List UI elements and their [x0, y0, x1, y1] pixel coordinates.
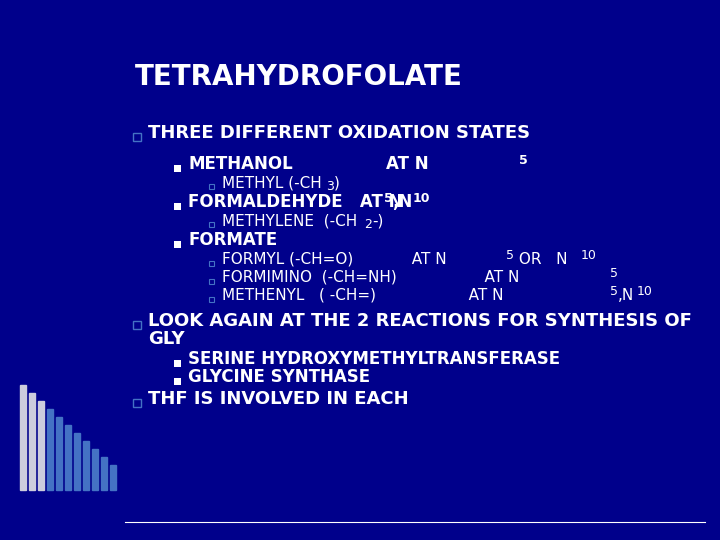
Text: OR   N: OR N	[514, 252, 567, 267]
Bar	[209, 296, 214, 301]
Bar	[47, 409, 53, 490]
Text: ,N: ,N	[392, 193, 413, 211]
Text: GLY: GLY	[148, 330, 184, 348]
Text: 5: 5	[384, 192, 393, 205]
Text: GLYCINE SYNTHASE: GLYCINE SYNTHASE	[188, 368, 370, 386]
Text: 5: 5	[611, 285, 618, 298]
Text: THREE DIFFERENT OXIDATION STATES: THREE DIFFERENT OXIDATION STATES	[148, 124, 530, 142]
Text: FORMYL (-CH=O)            AT N: FORMYL (-CH=O) AT N	[222, 252, 446, 267]
Bar	[209, 260, 214, 266]
Bar	[101, 457, 107, 490]
Text: 3: 3	[326, 180, 334, 193]
Bar	[29, 393, 35, 490]
Text: 5: 5	[611, 267, 618, 280]
Text: METHYLENE  (-CH: METHYLENE (-CH	[222, 213, 357, 228]
Bar	[74, 433, 80, 490]
Text: 10: 10	[637, 285, 653, 298]
Bar	[174, 360, 181, 367]
Bar	[133, 133, 141, 141]
Text: 5: 5	[518, 154, 528, 167]
Bar	[209, 221, 214, 226]
Text: METHENYL   ( -CH=)                   AT N: METHENYL ( -CH=) AT N	[222, 288, 503, 303]
Text: ,N: ,N	[618, 288, 634, 303]
Bar	[209, 184, 214, 188]
Bar	[133, 321, 141, 329]
Text: 10: 10	[413, 192, 431, 205]
Text: METHANOL: METHANOL	[188, 155, 293, 173]
Bar	[174, 202, 181, 210]
Bar	[133, 399, 141, 407]
Text: AT N: AT N	[271, 155, 428, 173]
Text: 2: 2	[364, 218, 372, 231]
Text: THF IS INVOLVED IN EACH: THF IS INVOLVED IN EACH	[148, 390, 409, 408]
Bar	[174, 165, 181, 172]
Bar	[56, 417, 62, 490]
Text: LOOK AGAIN AT THE 2 REACTIONS FOR SYNTHESIS OF: LOOK AGAIN AT THE 2 REACTIONS FOR SYNTHE…	[148, 312, 692, 330]
Bar	[38, 401, 44, 490]
Bar	[110, 465, 116, 490]
Bar	[92, 449, 98, 490]
Text: 10: 10	[580, 249, 596, 262]
Text: -): -)	[372, 213, 383, 228]
Bar	[20, 385, 26, 490]
Text: FORMALDEHYDE   AT N: FORMALDEHYDE AT N	[188, 193, 402, 211]
Bar	[65, 425, 71, 490]
Bar	[83, 441, 89, 490]
Text: METHYL (-CH: METHYL (-CH	[222, 175, 322, 190]
Text: ): )	[334, 175, 340, 190]
Bar	[174, 377, 181, 384]
Text: FORMIMINO  (-CH=NH)                  AT N: FORMIMINO (-CH=NH) AT N	[222, 270, 519, 285]
Text: 5: 5	[506, 249, 514, 262]
Text: SERINE HYDROXYMETHYLTRANSFERASE: SERINE HYDROXYMETHYLTRANSFERASE	[188, 350, 560, 368]
Bar	[174, 240, 181, 247]
Text: TETRAHYDROFOLATE: TETRAHYDROFOLATE	[135, 63, 463, 91]
Bar	[209, 279, 214, 284]
Text: FORMATE: FORMATE	[188, 231, 277, 249]
